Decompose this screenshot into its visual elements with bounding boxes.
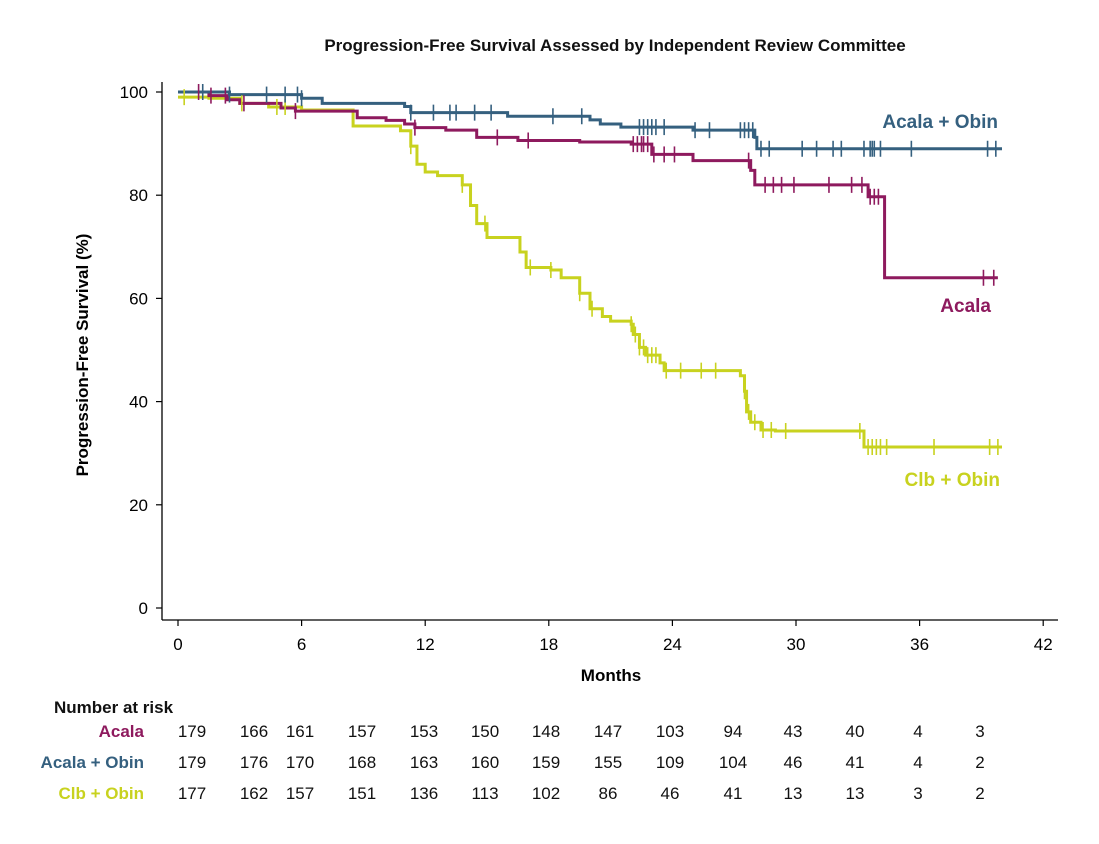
series-label: Acala — [940, 296, 991, 317]
y-tick-label: 40 — [129, 393, 148, 412]
y-tick-label: 100 — [120, 83, 148, 102]
chart-title: Progression-Free Survival Assessed by In… — [324, 36, 906, 55]
x-tick-label: 36 — [910, 635, 929, 654]
curve-clb-obin — [178, 95, 1002, 449]
x-tick-label: 0 — [173, 635, 182, 654]
x-tick-label: 24 — [663, 635, 682, 654]
y-tick-label: 20 — [129, 496, 148, 515]
x-tick-label: 6 — [297, 635, 306, 654]
censor-marks — [183, 84, 999, 456]
series-labels: Acala + Obin Acala Clb + Obin — [882, 112, 1000, 491]
y-tick-label: 60 — [129, 289, 148, 308]
y-axis-label: Progression-Free Survival (%) — [73, 234, 92, 477]
axes: 0 20 40 60 80 100 0 6 12 18 24 30 36 42 Months Progress… — [73, 82, 1058, 685]
x-tick-label: 12 — [416, 635, 435, 654]
y-tick-label: 0 — [139, 599, 148, 618]
curve-acala — [178, 90, 998, 280]
x-tick-label: 42 — [1034, 635, 1053, 654]
x-axis-label: Months — [581, 666, 641, 685]
survival-curves — [178, 90, 1002, 449]
x-tick-label: 18 — [539, 635, 558, 654]
series-label: Acala + Obin — [882, 112, 998, 133]
y-tick-label: 80 — [129, 186, 148, 205]
series-label: Clb + Obin — [904, 470, 1000, 491]
x-tick-label: 30 — [787, 635, 806, 654]
